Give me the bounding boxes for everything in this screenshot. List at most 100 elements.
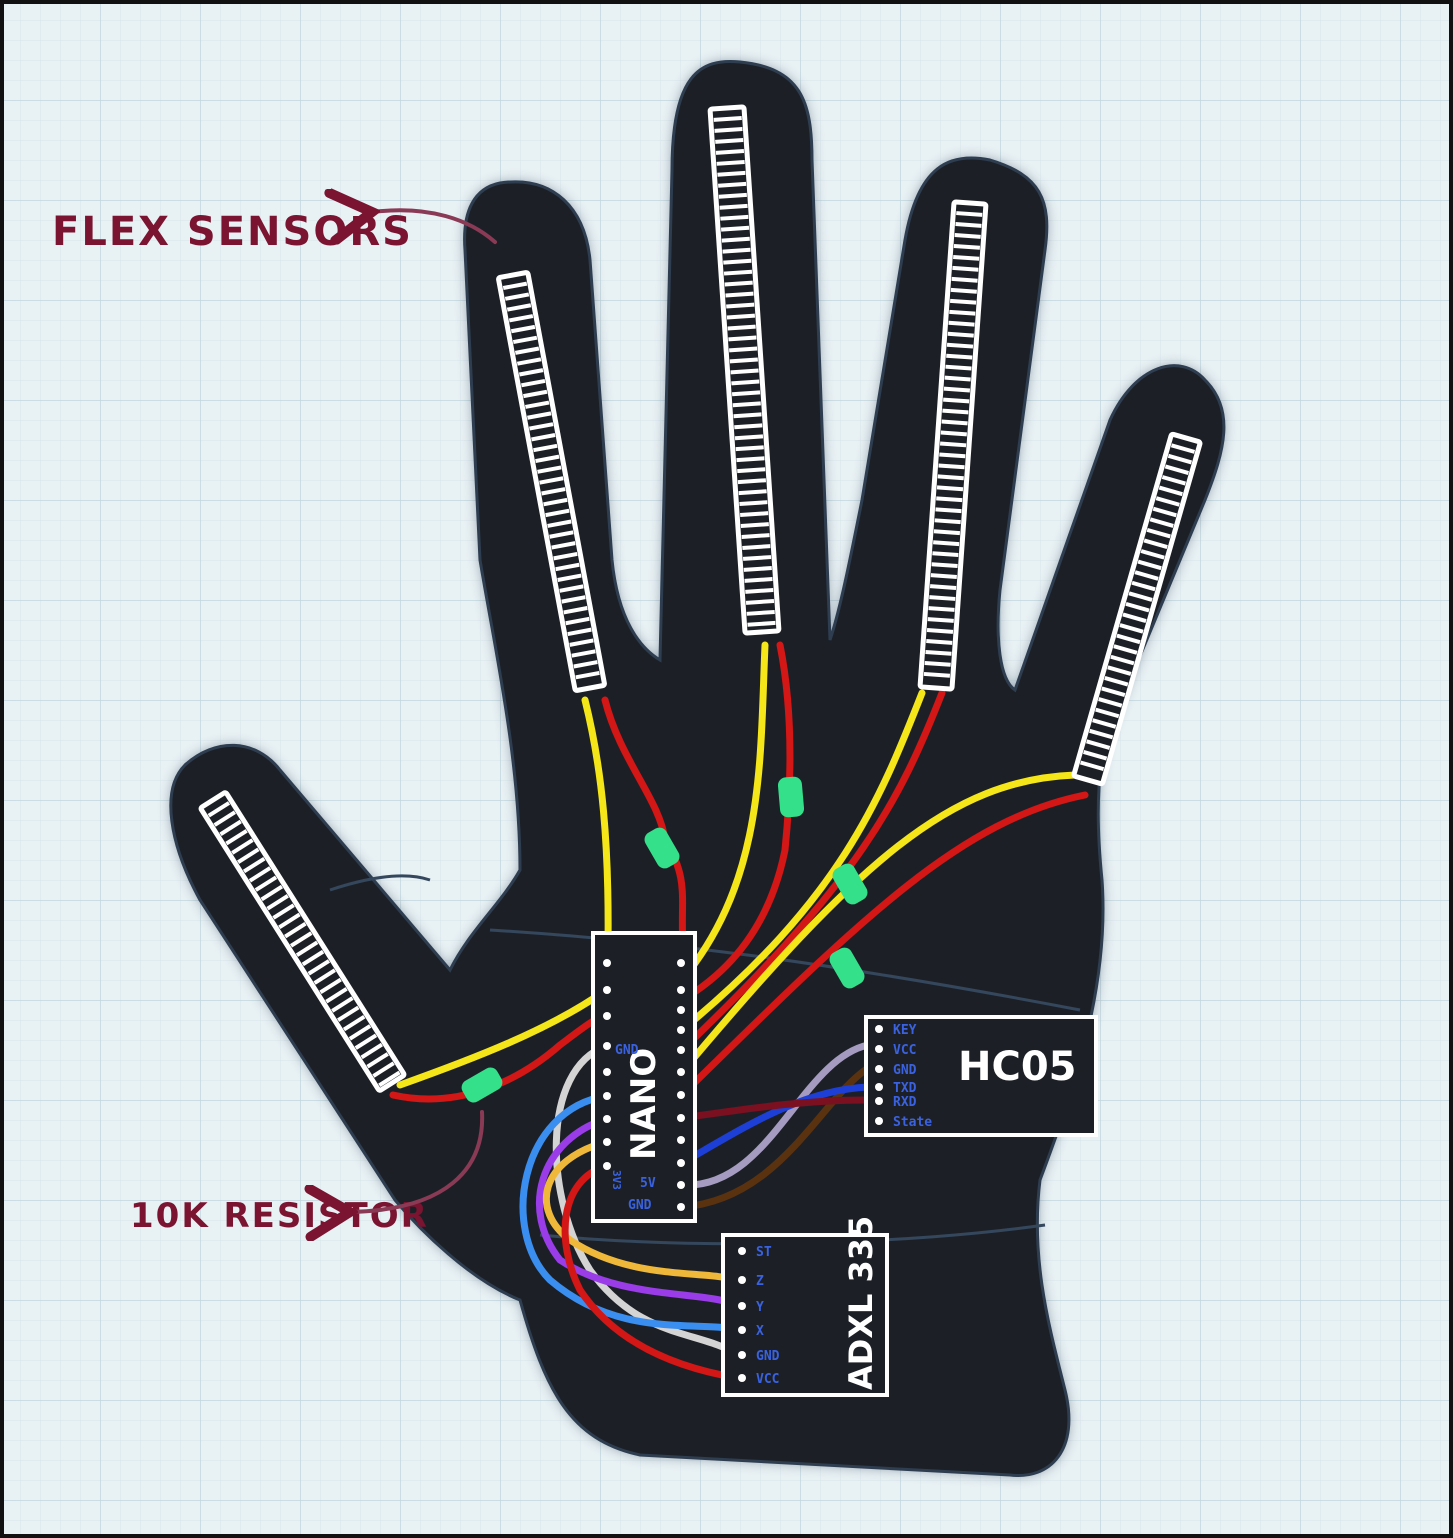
hc05-pin-dot [875,1045,883,1053]
flex-sensor-thumb-rung [295,940,319,957]
adxl-pins: ST ZYX GND VCC [738,1245,780,1387]
flex-sensor-ring-rung [929,595,956,601]
flex-sensor-pinky-rung [1098,697,1123,708]
flex-sensor-thumb-rung [307,959,331,976]
hc05-pin-label: VCC [893,1043,916,1058]
flex-sensor-ring-rung [951,276,978,283]
nano-pins [603,959,685,1211]
flex-sensor-thumb-rung [313,968,336,985]
flex-sensor-pinky-rung [1140,549,1165,560]
flex-sensor-index-rung [555,562,580,572]
flex-sensor-thumb-rung [348,1024,372,1041]
adxl-pin-dot [738,1302,746,1310]
flex-sensor-pinky-rung [1137,559,1162,571]
ring-power-wire [678,689,946,1054]
flex-sensor-thumb-rung [366,1052,389,1069]
flex-sensor-ring-rung [935,507,962,514]
flex-sensor-pinky-rung [1170,443,1196,454]
hc05-txd-wire [678,1083,872,1167]
flex-sensor-pinky-rung [1116,633,1141,645]
adxl-x-wire [519,1092,742,1334]
flex-sensor-ring-rung [944,375,971,382]
flex-sensor-ring-rung [938,463,965,470]
flex-sensor-index-rung [539,476,564,485]
flex-sensor-middle [707,104,782,636]
flex-sensor-index-rung [512,335,538,345]
flex-sensor-ring-rung [927,617,954,623]
nano-pin-left [603,1162,611,1170]
resistor-ring [832,863,868,905]
flex-sensor-index-rung [516,357,542,366]
hc05-pin-dot [875,1083,883,1091]
flex-sensor-ring-rung [932,551,959,558]
flex-sensor-middle-rung [731,379,760,386]
adxl335-module: ADXL 335 ST ZYX GND VCC [721,1216,889,1397]
flex-sensor-ring-rung [946,353,973,360]
adxl-pin-label: GND [756,1349,780,1364]
flex-sensor-ring-rung [933,529,961,536]
hc05-vcc-wire [678,1041,872,1189]
flex-sensor-middle-rung [738,489,767,496]
nano-pin-right [677,1114,685,1122]
flex-sensor-ring-rung [942,408,969,415]
flex-sensor-middle-rung [718,181,747,188]
flex-sensor-index-rung [545,508,570,518]
flex-sensor-middle-rung [735,445,764,452]
flex-sensor-middle-rung [737,467,766,474]
flex-sensors [198,104,1203,1093]
flex-sensor-middle-rung [732,401,761,408]
pinky-power-wire [678,791,1089,1099]
thumb-power-wire [389,1011,610,1103]
hc05-pin-label: GND [893,1063,917,1078]
flex-sensor-middle-rung [729,357,758,364]
resistors [461,776,868,1103]
flex-sensor-middle-rung [729,346,758,353]
flex-sensor-middle-rung [730,368,759,375]
flex-sensor-thumb-rung [354,1033,378,1050]
adxl-pin-label: Y [756,1300,764,1315]
flex-sensor-index-rung [567,627,592,637]
flex-sensor-thumb-rung [342,1015,366,1032]
flex-sensor-ring-rung [955,222,982,228]
flex-sensor-ring-rung [950,287,977,294]
flex-sensor-thumb-rung [360,1042,383,1060]
nano-pin-right [677,1136,685,1144]
flex-sensor-middle-rung [716,159,745,166]
flex-sensor-middle-rung [715,148,745,155]
nano-outline [591,931,697,1223]
flex-sensor-middle-rung [719,203,748,210]
flex-sensor-thumb-rung [331,996,354,1013]
adxl-gnd-wire [552,1042,742,1359]
nano-pin-left [603,1068,611,1076]
flex-sensor-index-rung [502,281,528,290]
arduino-nano: NANO GND 3V3 5V GND [591,931,697,1223]
flex-sensor-ring-rung [937,474,964,481]
flex-sensor-ring-rung [953,254,980,261]
resistor-index [644,827,680,869]
flex-sensor-ring-rung [943,386,971,393]
hc05-gnd-wire [678,1064,872,1211]
flex-sensor-index-rung [504,292,530,301]
flex-sensor-pinky [1071,431,1203,787]
flex-sensor-index-rung [525,400,550,409]
wiring [389,641,1089,1382]
flex-sensor-middle-rung [727,324,756,331]
flex-sensor-thumb-rung [372,1061,395,1078]
flex-sensor-pinky-rung [1146,527,1171,539]
flex-sensor-ring-rung [936,496,963,503]
flex-sensor-middle-rung [726,313,756,320]
flex-sensor-index-rung [520,378,546,388]
flex-sensor-thumb-rung [325,987,348,1004]
adxl-label: ADXL 335 [842,1216,880,1390]
flex-sensor-index-rung [561,595,586,604]
nano-pin-gnd-bottom: GND [628,1198,652,1213]
flex-sensor-index-rung [518,368,544,377]
flex-sensor-middle-rung [746,609,775,616]
flex-sensor-ring-rung [952,265,979,272]
adxl-pin-label: ST [756,1245,772,1260]
flex-sensor-middle-rung [747,620,776,627]
adxl-pin-label: Z [756,1274,764,1289]
flex-sensor-thumb [198,790,407,1093]
flex-sensor-pinky-rung [1167,453,1193,465]
flex-sensor-middle-rung [731,390,761,397]
